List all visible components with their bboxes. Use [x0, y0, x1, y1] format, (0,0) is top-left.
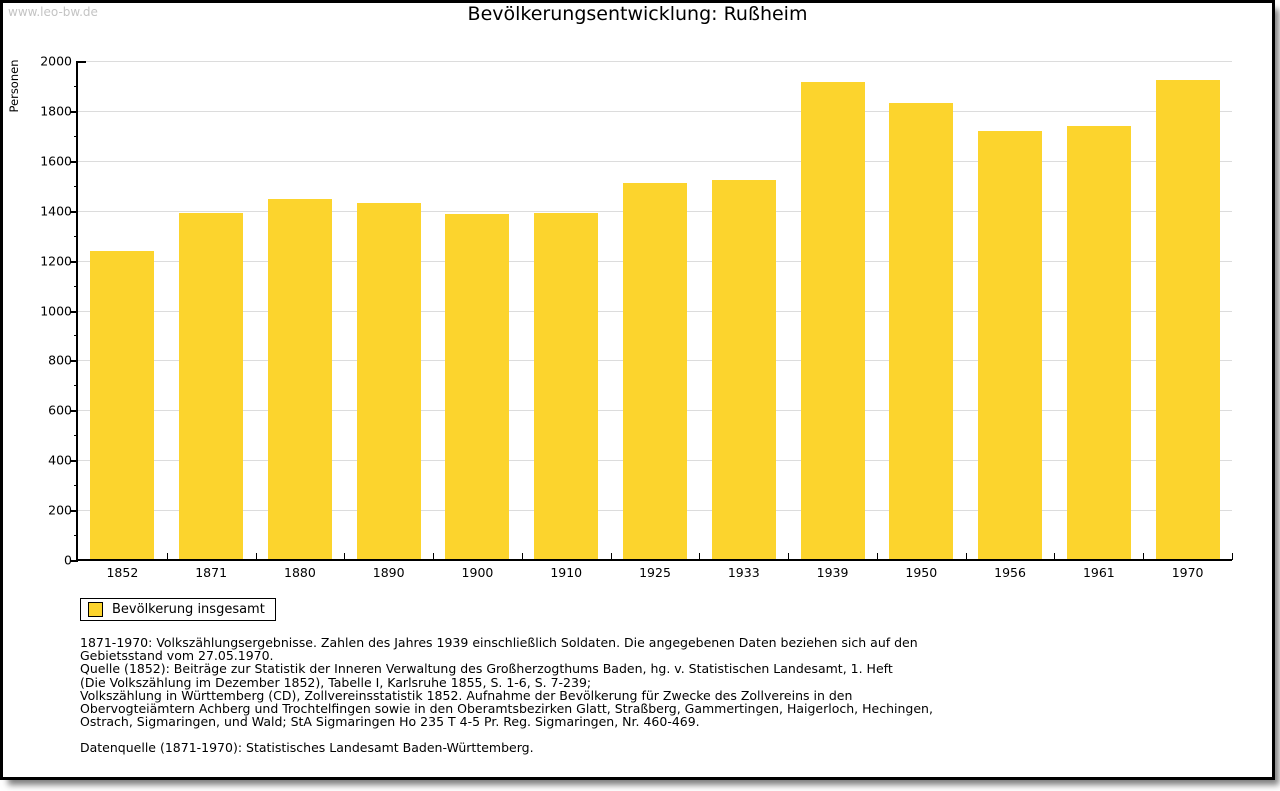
- y-major-tick: [70, 210, 78, 213]
- plot-area: [78, 61, 1232, 560]
- x-tick-label-1910: 1910: [550, 565, 583, 580]
- x-boundary-tick: [1054, 553, 1056, 560]
- y-minor-tick: [74, 485, 78, 487]
- footnote-line: Obervogteiämtern Achberg und Trochtelfin…: [80, 701, 933, 717]
- y-major-tick: [70, 510, 78, 513]
- y-tick-label: 1400: [40, 203, 72, 219]
- y-major-tick: [70, 110, 78, 113]
- bar-1890: [356, 203, 421, 560]
- y-tick-label: 0: [64, 552, 72, 568]
- x-boundary-tick: [433, 553, 435, 560]
- legend: Bevölkerung insgesamt: [80, 598, 276, 621]
- x-tick-label-1956: 1956: [994, 565, 1026, 580]
- y-tick-label: 1200: [40, 253, 72, 269]
- bar-1910: [534, 213, 599, 560]
- y-minor-tick: [74, 435, 78, 437]
- footnote-line: 1871-1970: Volkszählungsergebnisse. Zahl…: [80, 635, 918, 650]
- y-major-tick: [70, 560, 78, 562]
- x-axis-line: [78, 559, 1232, 561]
- x-tick-label-1933: 1933: [727, 565, 760, 580]
- x-tick-label-1925: 1925: [639, 565, 671, 580]
- bar-1852: [90, 250, 155, 560]
- x-boundary-tick: [166, 553, 168, 560]
- bar-1880: [267, 199, 332, 560]
- gridline: [78, 61, 1232, 62]
- y-tick-label: 1000: [40, 303, 72, 318]
- x-boundary-tick: [1232, 553, 1233, 560]
- y-tick-label: 800: [48, 352, 72, 368]
- y-minor-tick: [74, 385, 78, 387]
- footnote-lines: 1871-1970: Volkszählungsergebnisse. Zahl…: [80, 635, 933, 730]
- x-tick-label-1871: 1871: [195, 565, 228, 580]
- bar-1939: [800, 82, 865, 560]
- y-major-tick: [70, 310, 78, 313]
- y-major-tick: [70, 360, 78, 363]
- bar-1950: [889, 103, 954, 560]
- gridline: [78, 110, 1232, 112]
- y-minor-tick: [74, 135, 78, 137]
- footnote-line: Volkszählung in Württemberg (CD), Zollve…: [80, 687, 853, 703]
- footnotes: 1871-1970: Volkszählungsergebnisse. Zahl…: [80, 636, 933, 755]
- x-boundary-tick: [876, 553, 878, 560]
- bar-1933: [711, 179, 776, 560]
- y-minor-tick: [74, 285, 78, 287]
- y-major-tick: [78, 61, 86, 63]
- x-tick-label-1939: 1939: [816, 565, 849, 580]
- gridline: [78, 160, 1232, 162]
- x-boundary-tick: [610, 553, 612, 560]
- y-major-tick: [70, 160, 78, 163]
- x-tick-label-1880: 1880: [284, 565, 316, 580]
- y-axis-label: Personen: [7, 59, 21, 113]
- datasource-line: Datenquelle (1871-1970): Statistisches L…: [80, 740, 534, 756]
- y-major-tick: [70, 260, 78, 263]
- y-minor-tick: [74, 85, 78, 87]
- y-major-tick: [70, 410, 78, 413]
- footnote-line: Quelle (1852): Beiträge zur Statistik de…: [80, 661, 893, 677]
- legend-label: Bevölkerung insgesamt: [112, 602, 265, 617]
- x-tick-label-1890: 1890: [372, 565, 405, 580]
- y-minor-tick: [74, 535, 78, 537]
- y-minor-tick: [74, 235, 78, 237]
- y-tick-label: 2000: [40, 53, 72, 69]
- bar-1961: [1066, 125, 1131, 560]
- footnote-line: (Die Volkszählung im Dezember 1852), Tab…: [80, 674, 592, 690]
- x-tick-label-1900: 1900: [461, 565, 494, 580]
- footnote-line: Gebietsstand vom 27.05.1970.: [80, 648, 274, 664]
- x-boundary-tick: [965, 553, 967, 560]
- x-boundary-tick: [344, 553, 346, 560]
- chart-title: Bevölkerungsentwicklung: Rußheim: [467, 3, 808, 25]
- bar-1871: [179, 213, 244, 560]
- y-tick-label: 400: [48, 452, 72, 468]
- y-tick-label: 600: [48, 402, 72, 418]
- y-minor-tick: [74, 335, 78, 337]
- bar-1956: [978, 130, 1043, 560]
- x-tick-label-1852: 1852: [106, 565, 139, 580]
- y-tick-label: 1600: [40, 153, 72, 169]
- y-tick-label: 200: [48, 502, 72, 518]
- bar-1970: [1155, 79, 1220, 560]
- y-tick-label: 1800: [40, 103, 72, 119]
- y-minor-tick: [74, 185, 78, 187]
- footnote-line: Ostrach, Sigmaringen, und Wald; StA Sigm…: [80, 714, 700, 730]
- x-tick-label-1950: 1950: [905, 565, 938, 580]
- watermark: www.leo-bw.de: [8, 5, 98, 19]
- x-boundary-tick: [255, 553, 257, 560]
- x-tick-label-1970: 1970: [1171, 565, 1204, 580]
- y-major-tick: [70, 460, 78, 463]
- x-boundary-tick: [521, 553, 523, 560]
- x-boundary-tick: [788, 553, 790, 560]
- x-tick-label-1961: 1961: [1082, 565, 1115, 580]
- bar-1900: [445, 214, 510, 560]
- x-boundary-tick: [1143, 553, 1145, 560]
- x-boundary-tick: [699, 553, 701, 560]
- legend-swatch: [88, 602, 103, 617]
- bar-1925: [623, 183, 687, 560]
